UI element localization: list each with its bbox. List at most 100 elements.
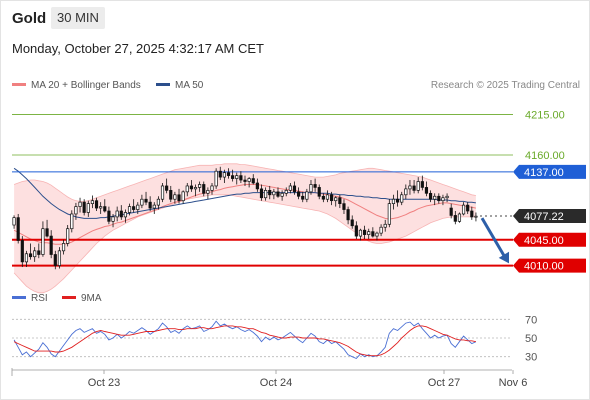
candle-body — [103, 206, 107, 212]
level-tag-bg-4077.22 — [513, 209, 586, 224]
candle-body — [156, 198, 160, 206]
candle-52 — [226, 168, 231, 179]
candle-body — [424, 187, 429, 194]
candle-66 — [284, 187, 288, 197]
candle-59 — [255, 178, 259, 192]
candle-11 — [57, 247, 62, 269]
candle-0 — [12, 215, 16, 229]
candle-body — [387, 203, 391, 225]
candle-55 — [239, 171, 243, 183]
candle-body — [49, 235, 53, 255]
candle-body — [99, 206, 103, 209]
candle-body — [251, 178, 255, 184]
level-tag-4010.00: 4010.00 — [513, 258, 586, 273]
datetime-label: Monday, October 27, 2025 4:32:17 AM CET — [12, 41, 264, 56]
candle-106 — [449, 203, 453, 219]
candle-body — [325, 194, 330, 200]
candle-body — [226, 172, 231, 176]
candle-42 — [185, 182, 189, 197]
candle-body — [57, 250, 62, 266]
candle-80 — [342, 199, 346, 214]
candle-body — [371, 231, 375, 237]
candle-body — [395, 198, 400, 203]
candle-12 — [61, 239, 66, 255]
candle-9 — [49, 230, 53, 259]
candle-body — [416, 181, 420, 191]
candle-body — [28, 253, 33, 258]
rsi-series-RSI — [13, 320, 477, 360]
candle-26 — [119, 205, 123, 220]
candle-body — [160, 185, 165, 200]
candle-63 — [272, 188, 276, 200]
candle-18 — [86, 200, 90, 217]
candle-body — [181, 191, 185, 202]
candle-body — [367, 231, 371, 235]
candle-body — [321, 195, 325, 200]
candle-body — [412, 185, 416, 191]
candle-body — [408, 185, 412, 190]
candle-body — [206, 190, 210, 194]
candle-body — [107, 210, 111, 222]
candle-102 — [433, 193, 437, 206]
candle-79 — [338, 194, 342, 209]
level-tag-bg-4010.00 — [513, 258, 586, 273]
candle-110 — [466, 202, 470, 214]
candle-body — [140, 198, 144, 206]
candle-81 — [346, 206, 350, 225]
credit-text: Research © 2025 Trading Central — [430, 80, 580, 91]
candle-body — [268, 190, 272, 196]
candle-body — [78, 201, 82, 207]
candle-24 — [111, 213, 115, 228]
candle-body — [284, 190, 288, 194]
candle-74 — [317, 184, 321, 200]
candle-64 — [276, 187, 280, 198]
candle-body — [53, 254, 57, 266]
timeframe-button[interactable]: 30 MIN — [51, 7, 105, 29]
candle-body — [24, 253, 29, 263]
rsi-series-9MA — [13, 325, 476, 357]
candle-65 — [280, 190, 284, 201]
candle-body — [218, 170, 222, 178]
legend-rsi-label: RSI — [31, 293, 48, 304]
candle-body — [404, 188, 408, 196]
candle-101 — [428, 190, 433, 203]
header-bar: Gold 30 MIN — [0, 0, 590, 36]
candle-body — [466, 204, 470, 212]
candle-112 — [474, 212, 478, 222]
candle-6 — [37, 243, 41, 259]
candle-body — [379, 226, 383, 234]
candle-77 — [330, 191, 334, 206]
legend-9ma-label: 9MA — [81, 293, 102, 304]
candle-body — [264, 190, 268, 199]
candle-45 — [198, 181, 202, 192]
level-label-4077.22: 4077.22 — [524, 211, 564, 223]
candle-body — [198, 184, 202, 188]
candle-39 — [173, 191, 177, 204]
x-tick-label-2: Oct 27 — [428, 377, 460, 389]
candle-48 — [210, 182, 214, 195]
candle-46 — [202, 181, 206, 197]
candle-76 — [325, 190, 330, 203]
candle-57 — [247, 177, 251, 188]
candle-8 — [45, 219, 49, 238]
candle-95 — [404, 184, 408, 200]
candle-5 — [33, 247, 37, 262]
candle-30 — [136, 202, 140, 214]
forecast-arrow — [480, 217, 510, 264]
candle-body — [470, 210, 474, 218]
candle-body — [243, 179, 247, 182]
candle-7 — [41, 221, 45, 257]
candle-17 — [82, 199, 86, 216]
candle-37 — [165, 178, 169, 194]
candle-body — [461, 204, 466, 215]
candle-body — [437, 195, 441, 202]
level-label-4137.00: 4137.00 — [524, 167, 564, 179]
candle-body — [210, 185, 214, 191]
candle-body — [428, 192, 433, 200]
candle-15 — [74, 202, 78, 220]
candle-105 — [445, 193, 449, 203]
candle-1 — [16, 213, 20, 244]
candle-20 — [94, 197, 99, 212]
candle-38 — [169, 185, 173, 203]
